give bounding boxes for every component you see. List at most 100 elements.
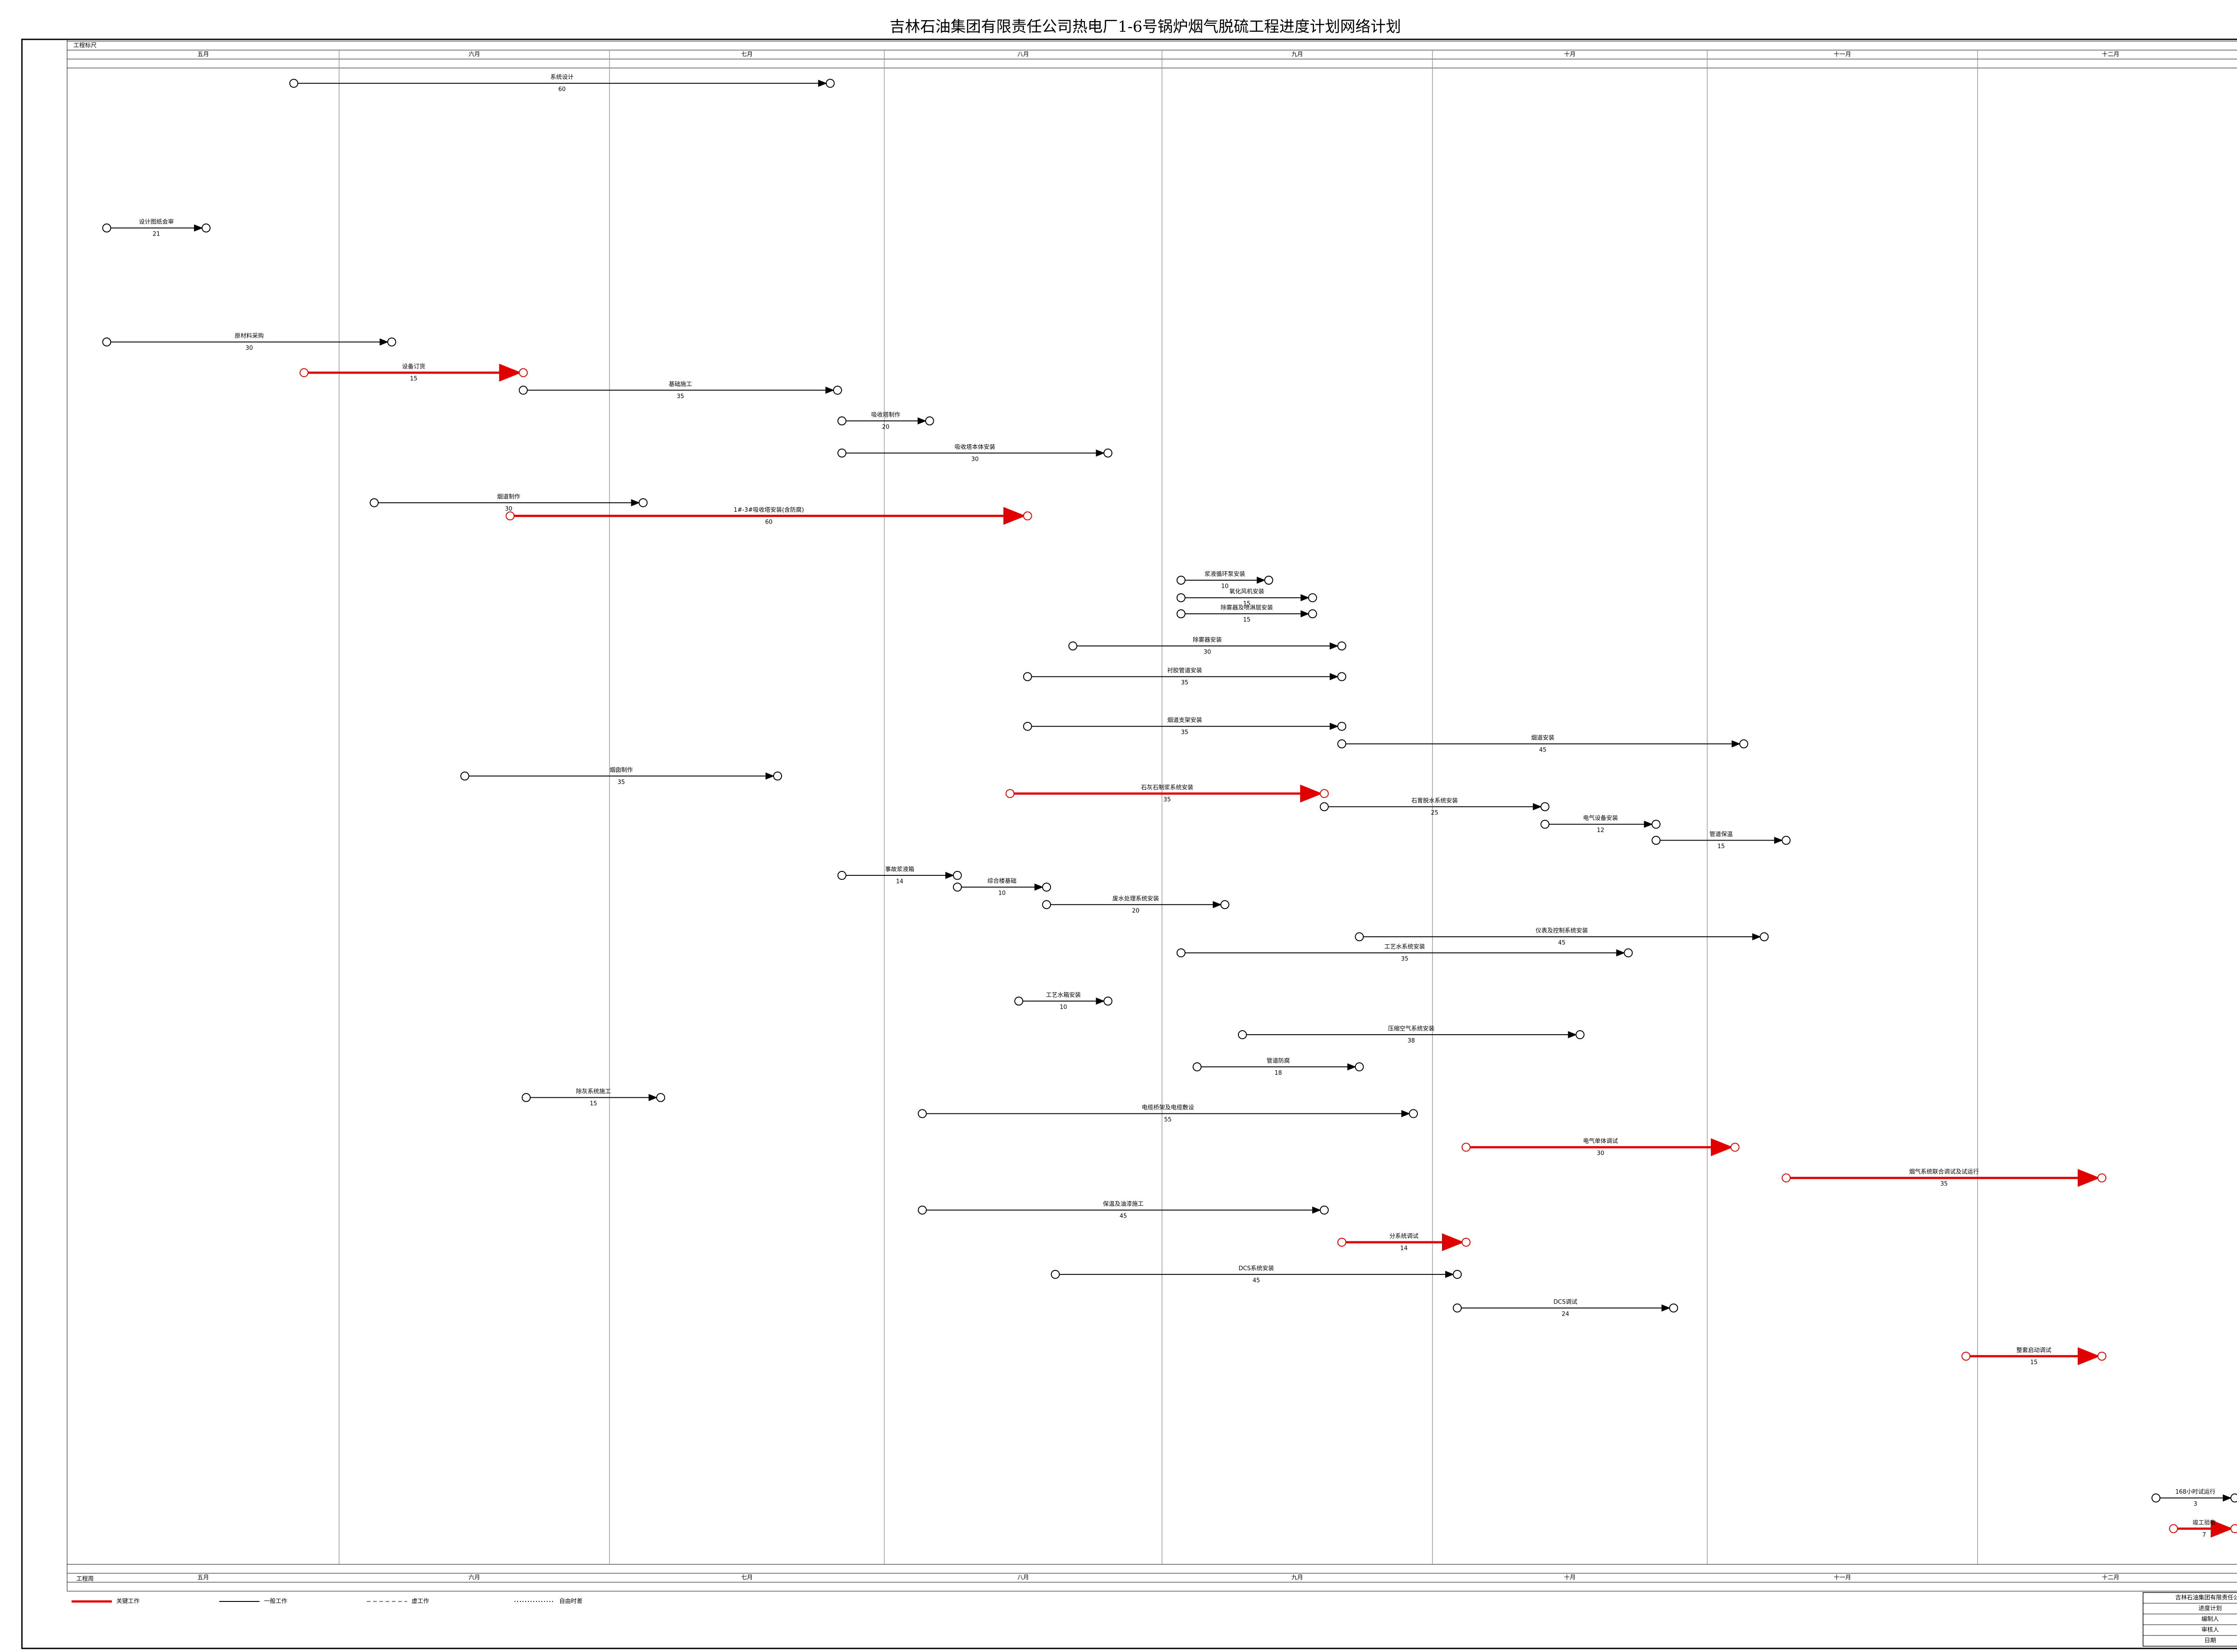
node (1575, 1030, 1585, 1040)
node (1782, 836, 1791, 845)
node (1337, 672, 1347, 681)
month-label: 五月 (197, 1575, 209, 1581)
month-label: 十一月 (1834, 1575, 1851, 1581)
activity-label: 竣工验收 (2193, 1519, 2216, 1526)
node (837, 448, 846, 458)
node (1461, 1237, 1471, 1247)
node (656, 1093, 665, 1102)
node (102, 337, 111, 347)
node (1760, 932, 1769, 942)
node (1042, 900, 1051, 909)
node (289, 79, 298, 88)
month-label: 八月 (1017, 1575, 1029, 1581)
node (1176, 609, 1186, 619)
activity-label: DCS调试 (1553, 1299, 1577, 1305)
node (2230, 1524, 2237, 1533)
activity-label: 保温及油漆施工 (1103, 1201, 1144, 1208)
scale-label: 工程标尺 (73, 42, 97, 49)
activity-duration: 30 (971, 456, 979, 463)
activity-duration: 35 (1181, 679, 1189, 686)
activity-duration: 21 (153, 231, 160, 238)
node (1409, 1109, 1418, 1118)
activity-label: 设备订货 (402, 363, 425, 370)
legend-label: 关键工作 (116, 1598, 140, 1605)
activity-label: 除雾器安装 (1193, 637, 1222, 644)
node (925, 416, 934, 425)
frame (21, 38, 2237, 1649)
node (1782, 1173, 1791, 1183)
node (522, 1093, 531, 1102)
activity-label: 石灰石制浆系统安装 (1141, 784, 1193, 791)
activity-duration: 15 (1243, 601, 1250, 607)
activity-duration: 10 (1059, 1004, 1067, 1011)
node (1238, 1030, 1247, 1040)
activity-duration: 10 (998, 890, 1006, 897)
node (460, 771, 469, 781)
month-label: 十月 (1564, 51, 1576, 58)
node (370, 498, 379, 507)
node (1014, 996, 1024, 1006)
bottom-label: 工程周 (76, 1576, 94, 1583)
node (1730, 1142, 1739, 1152)
node (1461, 1142, 1471, 1152)
month-label: 十二月 (2102, 51, 2119, 58)
activity-label: 电气单体调试 (1583, 1138, 1618, 1145)
activity-label: 基础施工 (669, 381, 692, 388)
node (1669, 1303, 1678, 1312)
node (1337, 641, 1347, 651)
activity-label: 除灰系统施工 (576, 1088, 611, 1095)
activity-label: 综合楼基础 (987, 878, 1016, 885)
activity-label: 烟道支架安装 (1167, 717, 1202, 724)
node (1319, 802, 1329, 811)
activity-label: 吸收塔制作 (871, 412, 900, 418)
activity-duration: 12 (1597, 827, 1604, 834)
activity-duration: 15 (410, 376, 417, 382)
activity-duration: 30 (1204, 649, 1211, 656)
legend-label: 一般工作 (264, 1598, 287, 1605)
activity-label: 电气设备安装 (1583, 815, 1618, 822)
node (1103, 448, 1113, 458)
node (1651, 820, 1661, 829)
node (1264, 575, 1273, 585)
activity-label: 废水处理系统安装 (1112, 895, 1159, 902)
activity-label: 烟气系统联合调试及试运行 (1909, 1168, 1979, 1176)
node (1651, 836, 1661, 845)
node (1337, 1237, 1347, 1247)
activity-label: 氧化风机安装 (1229, 589, 1264, 595)
activity-duration: 14 (896, 878, 904, 885)
month-label: 七月 (741, 1575, 753, 1581)
node (1023, 511, 1032, 521)
node (1319, 789, 1329, 798)
month-label: 九月 (1291, 1575, 1303, 1581)
legend-label: 自由时差 (559, 1598, 583, 1605)
node (1453, 1270, 1462, 1279)
activity-label: 工艺水箱安装 (1046, 991, 1081, 998)
activity-duration: 45 (1539, 747, 1547, 753)
activity-duration: 35 (1163, 796, 1171, 803)
activity-duration: 30 (246, 345, 253, 352)
node (1961, 1351, 1971, 1361)
activity-label: 整套启动调试 (2016, 1346, 2051, 1354)
node (1023, 722, 1032, 731)
node (1337, 739, 1347, 748)
activity-label: DCS系统安装 (1238, 1265, 1274, 1272)
node (519, 368, 528, 378)
month-label: 十一月 (1834, 51, 1851, 58)
node (1042, 883, 1051, 892)
activity-duration: 35 (1401, 956, 1408, 963)
node (1540, 802, 1550, 811)
activity-label: 压缩空气系统安装 (1388, 1025, 1434, 1032)
node (1319, 1206, 1329, 1215)
activity-duration: 15 (590, 1100, 597, 1107)
activity-duration: 15 (1718, 843, 1725, 850)
activity-duration: 35 (1181, 729, 1189, 736)
activity-duration: 35 (677, 393, 685, 400)
activity-label: 烟囱制作 (609, 767, 633, 773)
activity-duration: 45 (1253, 1277, 1260, 1284)
node (837, 871, 846, 880)
title: 吉林石油集团有限责任公司热电厂1-6号锅炉烟气脱硫工程进度计划网络计划 (890, 18, 1401, 36)
node (1308, 609, 1317, 619)
month-label: 六月 (468, 1575, 480, 1581)
node (773, 771, 783, 781)
